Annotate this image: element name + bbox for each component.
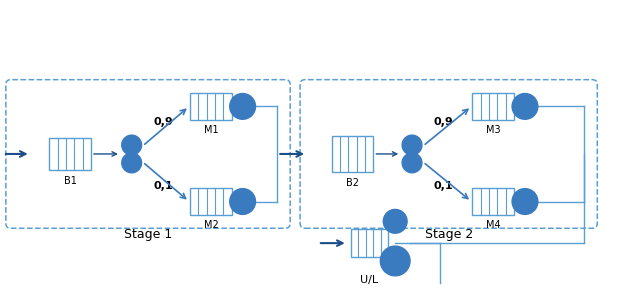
Circle shape bbox=[402, 135, 422, 155]
Bar bbox=[49, 138, 91, 170]
Circle shape bbox=[402, 153, 422, 173]
Circle shape bbox=[512, 189, 538, 214]
Text: B2: B2 bbox=[346, 178, 359, 188]
Circle shape bbox=[380, 246, 410, 276]
Bar bbox=[350, 229, 388, 257]
Text: M2: M2 bbox=[203, 220, 218, 230]
Text: U/L: U/L bbox=[360, 275, 378, 285]
Text: B1: B1 bbox=[64, 176, 77, 186]
Circle shape bbox=[383, 209, 407, 233]
Text: M3: M3 bbox=[486, 125, 501, 135]
Bar bbox=[190, 92, 232, 120]
Text: M1: M1 bbox=[203, 125, 218, 135]
Circle shape bbox=[512, 94, 538, 119]
Text: 0,1: 0,1 bbox=[153, 181, 173, 191]
Circle shape bbox=[122, 135, 142, 155]
Bar bbox=[473, 92, 514, 120]
Text: 0,9: 0,9 bbox=[434, 117, 454, 127]
Text: Stage 2: Stage 2 bbox=[425, 228, 473, 241]
Circle shape bbox=[230, 189, 255, 214]
Bar bbox=[190, 188, 232, 215]
Text: Stage 1: Stage 1 bbox=[124, 228, 172, 241]
Circle shape bbox=[230, 94, 255, 119]
Bar bbox=[332, 136, 373, 172]
Text: M4: M4 bbox=[486, 220, 501, 230]
Circle shape bbox=[122, 153, 142, 173]
Text: 0,1: 0,1 bbox=[434, 181, 454, 191]
Bar bbox=[473, 188, 514, 215]
Text: 0,9: 0,9 bbox=[153, 117, 173, 127]
